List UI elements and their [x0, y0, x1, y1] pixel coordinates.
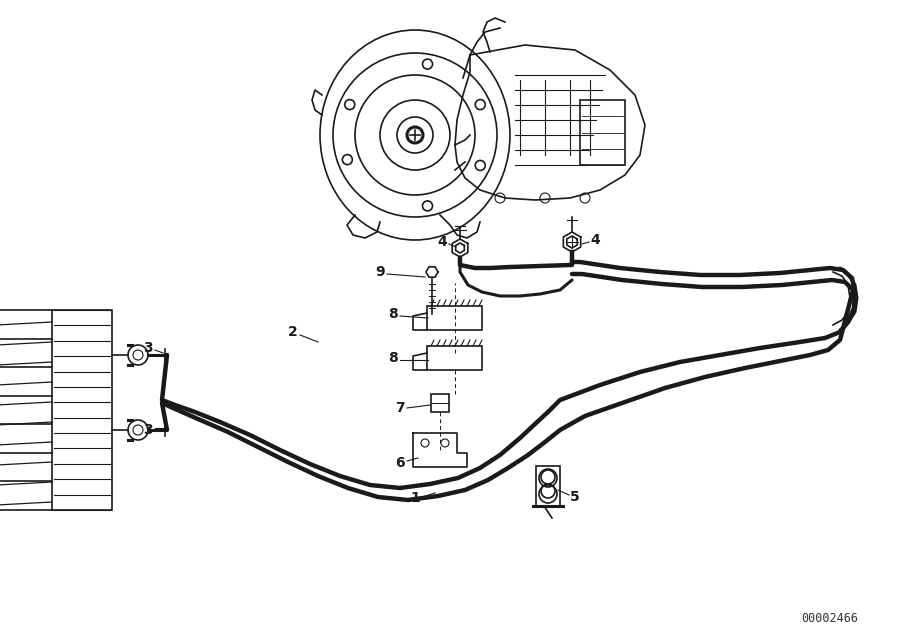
Text: 3: 3	[143, 423, 153, 437]
Text: 4: 4	[590, 233, 600, 247]
Bar	[536, 466, 560, 506]
Text: 6: 6	[395, 456, 405, 470]
Bar	[580, 100, 625, 165]
Text: 8: 8	[388, 351, 398, 365]
Bar	[52, 310, 112, 510]
Text: 1: 1	[410, 491, 420, 505]
Text: 8: 8	[388, 307, 398, 321]
Text: 4: 4	[437, 235, 447, 249]
Text: 3: 3	[143, 341, 153, 355]
Text: 00002466: 00002466	[802, 612, 859, 624]
Bar	[431, 394, 449, 412]
Bar	[427, 346, 482, 370]
Text: 5: 5	[570, 490, 580, 504]
Bar	[427, 306, 482, 330]
Text: 7: 7	[395, 401, 405, 415]
Text: 9: 9	[375, 265, 385, 279]
Text: 2: 2	[288, 325, 298, 339]
